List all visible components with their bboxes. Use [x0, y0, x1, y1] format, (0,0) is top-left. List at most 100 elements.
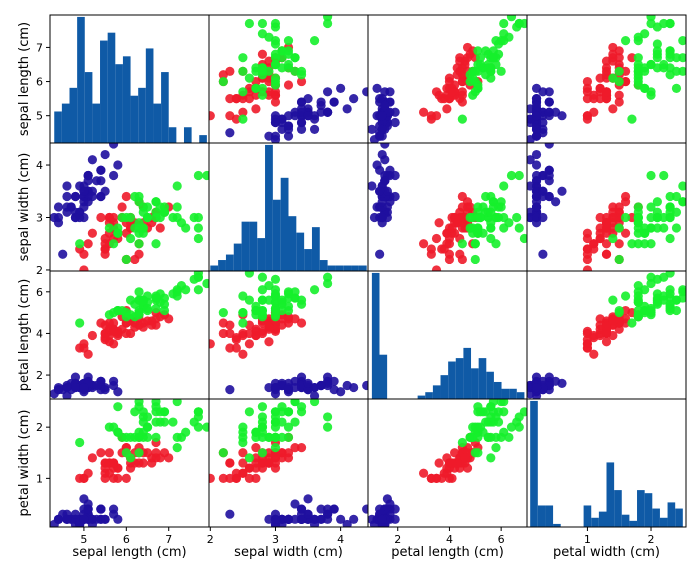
scatter-point [627, 212, 637, 223]
scatter-point [434, 458, 444, 468]
histogram-bar [100, 40, 108, 143]
scatter-point [251, 458, 261, 468]
scatter-point [444, 254, 455, 265]
scatter-point [309, 124, 320, 134]
scatter-point [455, 56, 465, 66]
scatter-point [481, 191, 491, 202]
scatter-point [134, 287, 144, 297]
scatter-point [257, 83, 268, 93]
subplot-frame [526, 398, 687, 528]
scatter-point [270, 382, 281, 393]
scatter-point [380, 176, 390, 186]
scatter-point [244, 339, 255, 349]
scatter-point [257, 326, 268, 336]
scatter-point [473, 80, 483, 90]
y-tick-label: 1 [36, 472, 43, 485]
scatter-point [225, 473, 235, 483]
scatter-point [372, 83, 382, 93]
scatter-point [130, 407, 140, 417]
scatter-point [100, 473, 110, 483]
scatter-point [257, 49, 268, 59]
scatter-point [92, 380, 102, 391]
scatter-point [225, 111, 235, 121]
scatter-point [104, 422, 114, 432]
scatter-point [104, 223, 114, 233]
histogram-bar [417, 395, 426, 399]
scatter-point [633, 212, 643, 223]
scatter-point [290, 399, 300, 407]
scatter-point [595, 212, 605, 223]
scatter-point [257, 427, 268, 437]
histogram-bar [107, 32, 116, 143]
histogram-bar [455, 358, 464, 399]
scatter-point [470, 66, 480, 76]
x-axis-label-sepal-width: sepal width (cm) [234, 545, 343, 560]
scatter-point [231, 335, 241, 345]
scatter-point [475, 59, 486, 70]
scatter-point [473, 228, 483, 238]
scatter-point [257, 18, 268, 29]
plot-area [209, 271, 368, 399]
scatter-point [283, 111, 294, 121]
scatter-point [303, 378, 313, 388]
scatter-point [595, 87, 605, 97]
scatter-point [544, 97, 554, 107]
scatter-point [665, 233, 675, 244]
scatter-point [531, 124, 542, 134]
scatter-point [75, 318, 85, 328]
scatter-point [481, 70, 491, 80]
scatter-sepal-length-vs-petal-width [526, 14, 687, 144]
scatter-point [172, 181, 182, 191]
scatter-point [646, 278, 656, 289]
scatter-point [283, 289, 294, 299]
scatter-point [290, 443, 300, 453]
scatter-point [514, 18, 524, 29]
scatter-point [678, 285, 686, 295]
scatter-point [608, 73, 618, 83]
scatter-point [181, 223, 191, 233]
scatter-point [671, 223, 682, 233]
scatter-point [53, 514, 64, 524]
scatter-point [493, 407, 504, 417]
scatter-point [601, 223, 612, 233]
scatter-point [75, 437, 85, 448]
scatter-point [512, 212, 522, 223]
scatter-point [646, 202, 656, 212]
x-tick-label: 2 [394, 533, 401, 546]
scatter-point [270, 422, 281, 432]
scatter-point [96, 448, 106, 458]
scatter-point [468, 90, 478, 100]
scatter-point [62, 202, 72, 212]
scatter-point [426, 249, 436, 259]
scatter-point [277, 448, 287, 458]
histogram-bar [598, 511, 607, 527]
scatter-point [544, 170, 554, 181]
scatter-point [109, 339, 119, 349]
scatter-point [457, 191, 467, 202]
scatter-point [557, 186, 567, 196]
scatter-point [79, 494, 89, 504]
scatter-point [238, 94, 248, 104]
scatter-point [283, 514, 294, 524]
scatter-point [264, 432, 274, 442]
scatter-point [614, 305, 624, 316]
scatter-point [113, 402, 123, 412]
histogram-bar [311, 227, 320, 271]
scatter-point [322, 422, 333, 432]
scatter-point [488, 53, 498, 63]
scatter-point [283, 124, 294, 134]
scatter-point [109, 326, 119, 336]
scatter-point [418, 468, 429, 478]
histogram-bar [145, 48, 154, 143]
scatter-point [277, 432, 287, 442]
scatter-point [225, 343, 235, 353]
scatter-point [377, 124, 387, 134]
scatter-point [218, 328, 228, 339]
scatter-point [349, 382, 359, 393]
scatter-point [270, 509, 281, 519]
scatter-point [225, 128, 235, 138]
scatter-point [465, 223, 475, 233]
scatter-point [601, 326, 612, 336]
histogram-bar [351, 265, 359, 271]
scatter-point [142, 212, 153, 223]
